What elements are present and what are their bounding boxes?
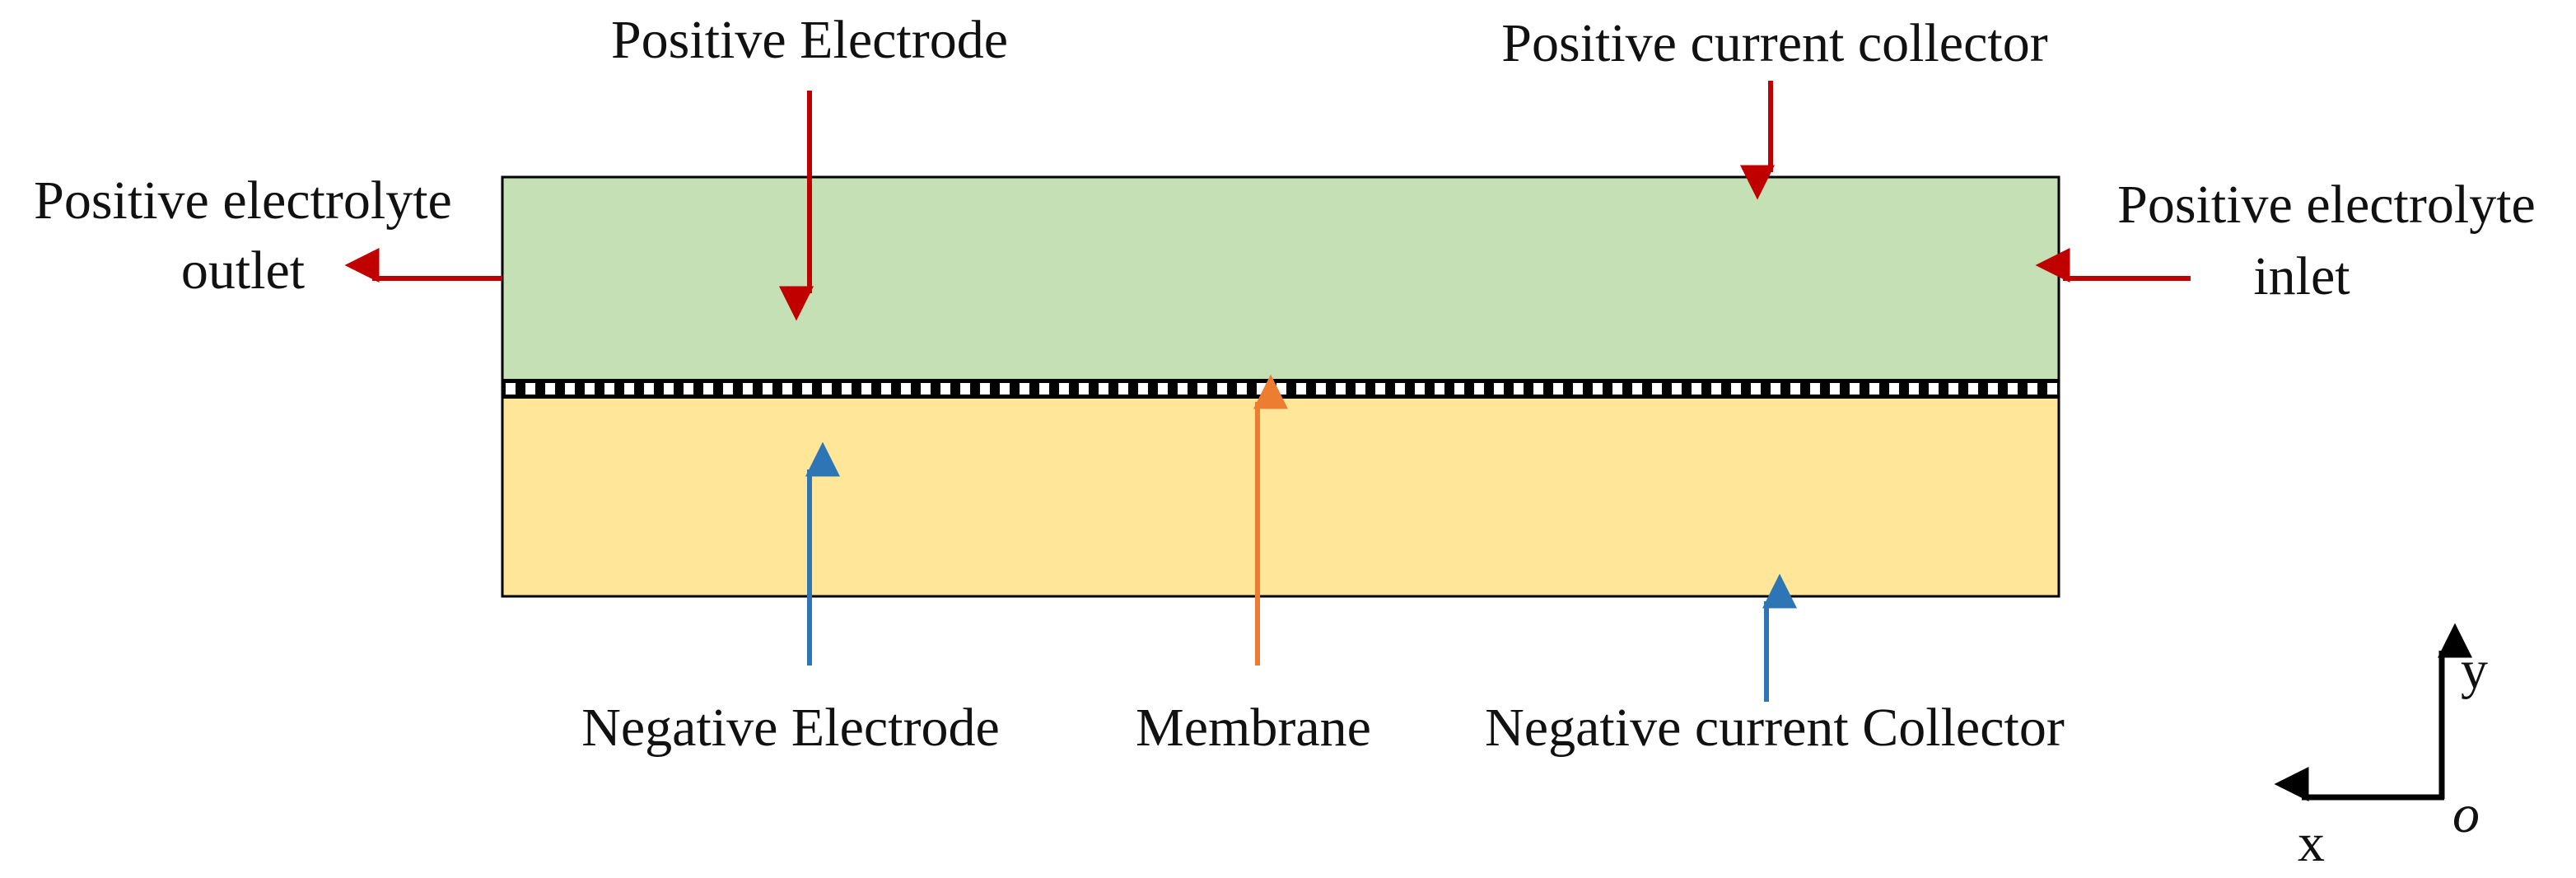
origin-label: o [2452, 784, 2480, 844]
membrane-label: Membrane [1136, 698, 1371, 758]
positive-electrode-region [502, 177, 2059, 379]
x-axis-label: x [2298, 813, 2325, 873]
membrane-strip [502, 379, 2059, 399]
coordinate-axes [2274, 623, 2472, 801]
positive-inlet-label-line1: Positive electrolyte [2117, 175, 2536, 235]
cell-outline [501, 175, 2060, 598]
positive-current-collector-label: Positive current collector [1501, 13, 2047, 73]
positive-outlet-label-line1: Positive electrolyte [34, 170, 452, 231]
positive-outlet-label-line2: outlet [181, 241, 305, 301]
negative-electrode-label: Negative Electrode [581, 698, 1000, 758]
negative-electrode-region [502, 399, 2059, 596]
positive-electrode-label: Positive Electrode [611, 10, 1008, 70]
positive-inlet-label-line2: inlet [2253, 246, 2350, 306]
y-axis-label: y [2461, 640, 2488, 700]
negative-current-collector-label: Negative current Collector [1485, 698, 2065, 758]
